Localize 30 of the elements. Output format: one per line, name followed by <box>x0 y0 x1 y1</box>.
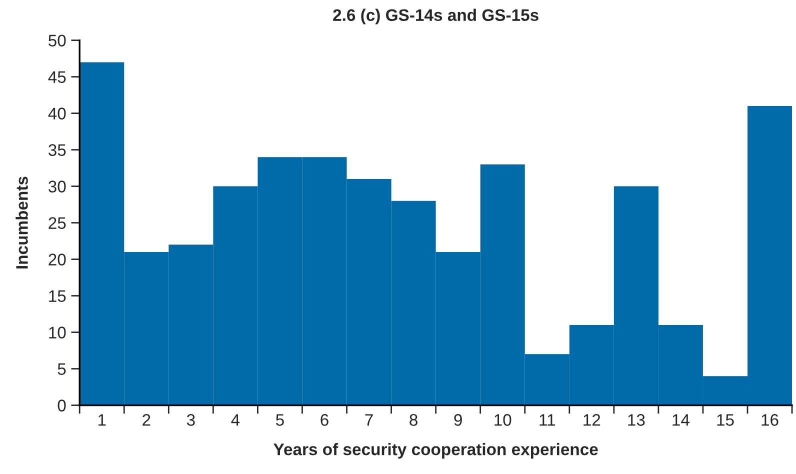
y-axis-title: Incumbents <box>16 176 28 268</box>
x-tick-label: 10 <box>494 414 512 426</box>
x-tick-label: 16 <box>762 414 778 426</box>
x-tick-label: 1 <box>98 414 106 426</box>
x-axis-title: Years of security cooperation experience <box>274 443 598 459</box>
x-tick-label: 11 <box>540 414 555 426</box>
y-tick-label: 50 <box>48 34 66 46</box>
y-tick-label: 45 <box>48 71 66 83</box>
x-tick-label: 8 <box>410 414 418 426</box>
y-tick-label: 35 <box>48 144 66 156</box>
y-tick-label: 40 <box>48 108 66 120</box>
x-tick-label: 12 <box>584 414 600 426</box>
chart-title: 2.6 (c) GS-14s and GS-15s <box>333 8 538 24</box>
y-tick-label: 30 <box>48 180 66 192</box>
y-tick-label: 5 <box>58 363 66 375</box>
y-tick-label: 25 <box>48 217 66 229</box>
x-tick-label: 5 <box>276 414 284 426</box>
x-tick-label: 2 <box>142 414 150 426</box>
y-tick-label: 15 <box>49 290 66 302</box>
x-tick-label: 4 <box>231 414 240 426</box>
x-tick-label: 3 <box>186 414 195 426</box>
y-tick-label: 0 <box>58 400 66 412</box>
y-tick-label: 20 <box>48 254 66 266</box>
x-tick-label: 6 <box>320 414 328 426</box>
x-tick-label: 14 <box>672 414 690 426</box>
x-tick-label: 13 <box>628 414 645 426</box>
x-tick-label: 7 <box>365 414 373 426</box>
x-tick-label: 9 <box>454 414 462 426</box>
x-tick-label: 15 <box>717 414 734 426</box>
y-tick-label: 10 <box>49 326 66 338</box>
